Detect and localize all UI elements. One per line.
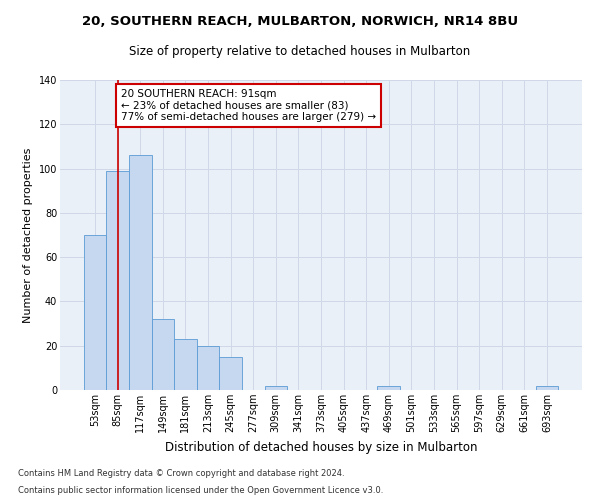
Bar [536,386,558,390]
Bar [129,156,152,390]
Text: 20 SOUTHERN REACH: 91sqm
← 23% of detached houses are smaller (83)
77% of semi-d: 20 SOUTHERN REACH: 91sqm ← 23% of detach… [121,89,376,122]
Text: Contains public sector information licensed under the Open Government Licence v3: Contains public sector information licen… [18,486,383,495]
Bar [106,171,129,390]
Text: Size of property relative to detached houses in Mulbarton: Size of property relative to detached ho… [130,45,470,58]
Bar [197,346,220,390]
Text: Contains HM Land Registry data © Crown copyright and database right 2024.: Contains HM Land Registry data © Crown c… [18,468,344,477]
X-axis label: Distribution of detached houses by size in Mulbarton: Distribution of detached houses by size … [165,440,477,454]
Bar [377,386,400,390]
Y-axis label: Number of detached properties: Number of detached properties [23,148,33,322]
Text: 20, SOUTHERN REACH, MULBARTON, NORWICH, NR14 8BU: 20, SOUTHERN REACH, MULBARTON, NORWICH, … [82,15,518,28]
Bar [174,339,197,390]
Bar [152,319,174,390]
Bar [265,386,287,390]
Bar [84,235,106,390]
Bar [220,357,242,390]
